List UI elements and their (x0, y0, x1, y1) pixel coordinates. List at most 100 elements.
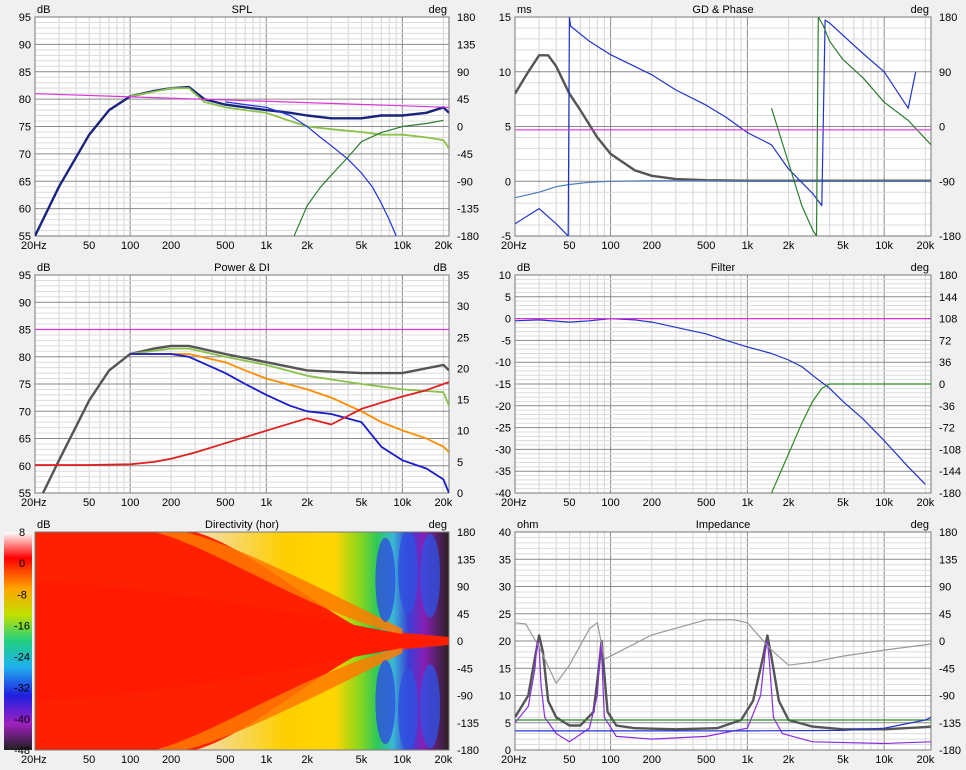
series-line (770, 17, 931, 236)
colorbar-tick-label: 8 (19, 527, 25, 539)
x-tick-label: 200 (643, 497, 661, 509)
heatmap-lobe (420, 664, 441, 749)
x-tick-label: 5k (837, 754, 849, 766)
x-tick-label: 5k (356, 497, 368, 509)
y-tick-label: -40 (495, 488, 511, 500)
y2-tick-label: 180 (939, 12, 957, 24)
x-tick-label: 1k (260, 497, 272, 509)
y2-tick-label: 0 (457, 122, 463, 134)
y-tick-label: 0 (505, 314, 511, 326)
y2-tick-label: 72 (939, 335, 951, 347)
y2-tick-label: -45 (939, 663, 955, 675)
y-tick-label: 5 (505, 122, 511, 134)
y-tick-label: 70 (19, 149, 31, 161)
series-line (515, 634, 931, 731)
x-tick-label: 100 (121, 754, 139, 766)
y-tick-label: 55 (19, 488, 31, 500)
x-tick-label: 10k (875, 497, 893, 509)
colorbar-tick-label: -32 (14, 683, 30, 695)
y2-tick-label: -135 (939, 718, 961, 730)
y-tick-label: 65 (19, 434, 31, 446)
y-tick-label: 60 (19, 461, 31, 473)
x-tick-label: 200 (643, 754, 661, 766)
y2-tick-label: 135 (457, 39, 475, 51)
x-tick-label: 5k (356, 754, 368, 766)
chart-title: Filter (711, 262, 736, 274)
x-tick-label: 2k (301, 497, 313, 509)
y-tick-label: 75 (19, 122, 31, 134)
y2-axis-unit: deg (911, 262, 929, 274)
heatmap-lobe (375, 660, 396, 745)
x-tick-label: 1k (742, 754, 754, 766)
y-tick-label: 90 (19, 297, 31, 309)
colorbar-tick-label: -40 (14, 714, 30, 726)
y2-tick-label: 0 (939, 636, 945, 648)
series-line (35, 381, 449, 466)
x-tick-label: 2k (783, 754, 795, 766)
plot-frame (514, 531, 932, 751)
x-tick-label: 10k (394, 497, 412, 509)
y2-tick-label: -36 (939, 401, 955, 413)
x-tick-label: 5k (837, 240, 849, 252)
y-tick-label: -20 (495, 401, 511, 413)
y2-tick-label: -45 (457, 663, 473, 675)
plot-frame (514, 16, 932, 237)
x-tick-label: 500 (697, 754, 715, 766)
y2-tick-label: 90 (457, 67, 469, 79)
heatmap-lobe (398, 532, 419, 614)
y2-tick-label: -108 (939, 444, 961, 456)
y2-tick-label: 180 (457, 527, 475, 539)
x-tick-label: 500 (697, 497, 715, 509)
x-tick-label: 100 (121, 240, 139, 252)
y-axis-unit: dB (37, 519, 50, 531)
y2-tick-label: -90 (939, 176, 955, 188)
y-axis-unit: dB (37, 4, 50, 16)
y2-axis-unit: dB (434, 262, 447, 274)
x-tick-label: 200 (162, 240, 180, 252)
plot-frame (34, 531, 450, 751)
y-tick-label: 55 (19, 231, 31, 243)
y-tick-label: 0 (505, 176, 511, 188)
y2-tick-label: -180 (457, 745, 479, 757)
y-axis-unit: ms (517, 4, 532, 16)
y2-tick-label: 135 (457, 554, 475, 566)
x-tick-label: 20k (434, 497, 452, 509)
x-tick-label: 20Hz (501, 240, 527, 252)
y2-tick-label: -90 (457, 691, 473, 703)
series-line (515, 17, 917, 236)
x-tick-label: 2k (783, 497, 795, 509)
y2-tick-label: -72 (939, 423, 955, 435)
x-tick-label: 50 (563, 240, 575, 252)
chart-title: Directivity (hor) (205, 519, 279, 531)
x-tick-label: 50 (563, 497, 575, 509)
chart-panel-1: SPL dB deg 20Hz 50 100 200 500 1k 2k 5k 10k 20k 95 90 8… (19, 4, 479, 252)
y2-tick-label: -180 (939, 488, 961, 500)
y2-tick-label: -90 (457, 176, 473, 188)
x-tick-label: 20Hz (501, 497, 527, 509)
x-tick-label: 20k (916, 497, 934, 509)
y-tick-label: 0 (505, 745, 511, 757)
colorbar-tick-label: 0 (19, 558, 25, 570)
y-tick-label: -25 (495, 423, 511, 435)
series-line (35, 93, 449, 108)
series-line (515, 640, 931, 745)
y2-tick-label: -180 (939, 745, 961, 757)
series-line (515, 318, 926, 485)
x-tick-label: 10k (875, 240, 893, 252)
y2-tick-label: -144 (939, 466, 961, 478)
y2-tick-label: -45 (457, 149, 473, 161)
series-line (770, 383, 931, 493)
y-tick-label: 80 (19, 94, 31, 106)
chart-title: Power & DI (214, 262, 270, 274)
y2-tick-label: 45 (457, 609, 469, 621)
heatmap-layers (35, 532, 449, 750)
y2-tick-label: 15 (457, 395, 469, 407)
y2-tick-label: -180 (457, 231, 479, 243)
y2-tick-label: 45 (939, 609, 951, 621)
y-tick-label: -10 (495, 357, 511, 369)
colorbar-tick-label: -16 (14, 620, 30, 632)
heatmap-lobe (375, 537, 396, 622)
x-tick-label: 5k (837, 497, 849, 509)
